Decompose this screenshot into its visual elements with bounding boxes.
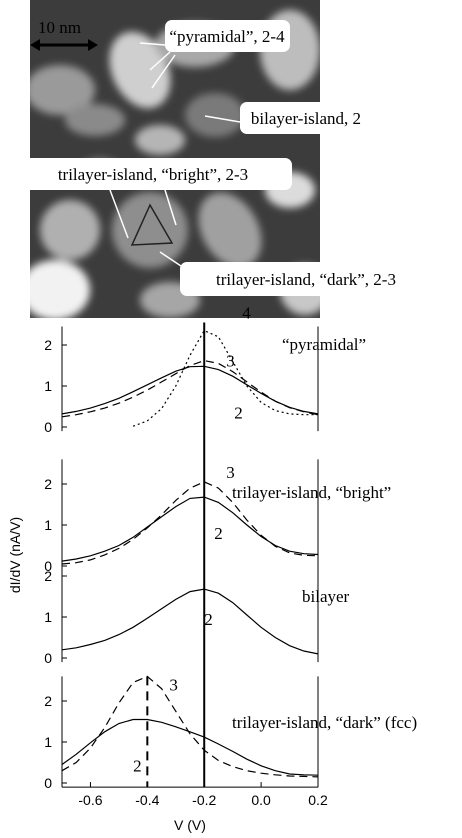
series-label: 2: [234, 403, 243, 422]
series-label: 2: [133, 756, 142, 775]
y-tick-label: 0: [44, 775, 52, 791]
image-label: “pyramidal”, 2-4: [169, 27, 285, 46]
panel-title: “pyramidal”: [282, 335, 366, 354]
y-tick-label: 2: [44, 568, 52, 584]
series-line: [61, 481, 319, 565]
x-tick-label: 0.0: [251, 792, 271, 808]
series-label: 3: [226, 352, 235, 371]
scale-bar: 10 nm: [30, 18, 98, 51]
series-line: [61, 359, 319, 418]
y-tick-label: 1: [44, 517, 52, 533]
series-line: [61, 675, 319, 778]
series-label: 2: [214, 524, 223, 543]
x-tick-label: -0.4: [135, 792, 159, 808]
panel-title: trilayer-island, “bright”: [232, 483, 391, 502]
series-label: 3: [226, 463, 235, 482]
series-line: [61, 365, 319, 415]
series-line: [61, 496, 319, 562]
y-tick-label: 0: [44, 650, 52, 666]
image-label: trilayer-island, “dark”, 2-3: [216, 270, 396, 289]
label-box: [180, 262, 432, 296]
series-label: 2: [204, 610, 213, 629]
series-line: [132, 329, 318, 427]
x-tick-label: 0.2: [308, 792, 328, 808]
y-tick-label: 2: [44, 693, 52, 709]
image-annotations: [109, 42, 241, 273]
label-box: [14, 158, 292, 190]
label-box: [240, 102, 372, 134]
x-tick-label: -0.6: [78, 792, 102, 808]
series-label: 3: [169, 675, 178, 694]
x-tick-label: -0.2: [192, 792, 216, 808]
y-tick-label: 0: [44, 558, 52, 574]
series-line: [61, 588, 319, 655]
y-tick-label: 2: [44, 337, 52, 353]
y-tick-label: 1: [44, 378, 52, 394]
y-tick-label: 1: [44, 734, 52, 750]
label-box: [165, 20, 290, 52]
panel-title: trilayer-island, “dark” (fcc): [232, 713, 417, 732]
y-tick-label: 2: [44, 476, 52, 492]
y-tick-label: 1: [44, 609, 52, 625]
panel-title: bilayer: [302, 587, 350, 606]
image-label: trilayer-island, “bright”, 2-3: [58, 165, 248, 184]
y-tick-label: 0: [44, 419, 52, 435]
image-label: bilayer-island, 2: [251, 109, 361, 128]
y-axis-label: dI/dV (nA/V): [7, 517, 23, 593]
series-line: [61, 718, 319, 776]
x-axis-label: V (V): [174, 817, 206, 833]
series-label: 4: [242, 304, 251, 323]
scale-bar-label: 10 nm: [38, 18, 81, 37]
